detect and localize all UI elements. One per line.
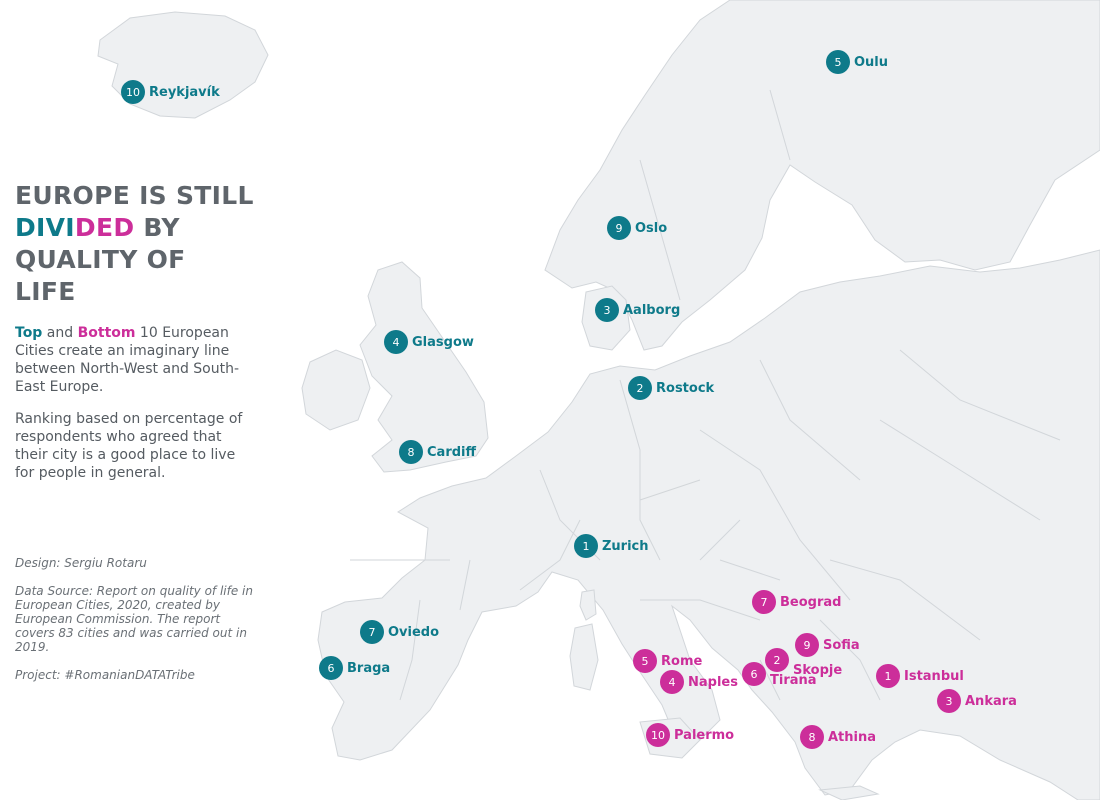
country-borders [350,89,1061,701]
project-credit: Project: #RomanianDATATribe [15,668,195,682]
top-keyword: Top [15,325,43,341]
city-label: Cardiff [427,444,477,460]
city-marker-sofia[interactable]: 9 Sofia [795,633,860,657]
city-label: Istanbul [904,668,964,684]
rank-badge: 2 [765,648,789,672]
city-marker-oslo[interactable]: 9 Oslo [607,216,667,240]
city-label: Zurich [602,538,649,554]
city-label: Reykjavík [149,84,220,100]
city-marker-palermo[interactable]: 10 Palermo [646,723,734,747]
city-marker-beograd[interactable]: 7 Beograd [752,590,841,614]
rank-badge: 3 [595,298,619,322]
city-marker-ankara[interactable]: 3 Ankara [937,689,1017,713]
rank-badge: 4 [660,670,684,694]
rank-badge: 9 [795,633,819,657]
title-divided-bottom: DED [74,213,135,242]
city-marker-reykjavik[interactable]: 10 Reykjavík [121,80,220,104]
city-marker-istanbul[interactable]: 1 Istanbul [876,664,964,688]
rank-badge: 3 [937,689,961,713]
city-label: Braga [347,660,391,676]
city-marker-rome[interactable]: 5 Rome [633,649,702,673]
mainland-europe-shape [317,249,1100,800]
title-divided-top: DIVI [15,213,75,242]
city-label: Rome [661,653,703,669]
city-label: Oslo [635,220,668,236]
design-credit: Design: Sergiu Rotaru [15,556,147,570]
rank-badge: 1 [574,534,598,558]
city-label: Ankara [965,693,1017,709]
description-rest: 10 European Cities create an imaginary l… [15,325,240,395]
title-by: BY [134,213,180,242]
city-marker-cardiff[interactable]: 8 Cardiff [399,440,476,464]
city-marker-oulu[interactable]: 5 Oulu [826,50,888,74]
map-title: EUROPE IS STILL DIVIDED BY QUALITY OF LI… [15,180,255,308]
rank-badge: 10 [121,80,145,104]
city-marker-naples[interactable]: 4 Naples [660,670,738,694]
ranking-description: Ranking based on percentage of responden… [15,411,243,481]
city-label: Athina [828,729,877,745]
city-marker-zurich[interactable]: 1 Zurich [574,534,649,558]
city-label: Tirana [770,672,817,688]
city-label: Oulu [854,54,889,70]
description-and: and [42,325,78,341]
rank-badge: 4 [384,330,408,354]
rank-badge: 9 [607,216,631,240]
city-label: Glasgow [412,334,474,350]
great-britain-shape [359,261,489,473]
city-marker-skopje[interactable]: 2 Skopje [765,648,842,678]
credits: Design: Sergiu Rotaru Data Source: Repor… [15,556,255,696]
scandinavia-shape [544,0,1100,351]
rank-badge: 8 [399,440,423,464]
city-marker-braga[interactable]: 6 Braga [319,656,390,680]
city-label: Palermo [674,727,735,743]
crete-shape [818,785,880,800]
rank-badge: 6 [742,662,766,686]
rank-badge: 5 [826,50,850,74]
title-line-2: DIVIDED BY [15,212,255,244]
city-label: Naples [688,674,738,690]
data-source-credit: Data Source: Report on quality of life i… [15,584,253,654]
city-label: Skopje [793,662,843,678]
city-label: Sofia [823,637,860,653]
city-marker-athina[interactable]: 8 Athina [800,725,876,749]
description: Top and Bottom 10 European Cities create… [15,324,255,396]
rank-badge: 7 [752,590,776,614]
info-panel: EUROPE IS STILL DIVIDED BY QUALITY OF LI… [15,180,255,482]
rank-badge: 10 [646,723,670,747]
title-line-3: QUALITY OF LIFE [15,245,186,306]
city-label: Rostock [656,380,715,396]
city-label: Oviedo [388,624,440,640]
city-marker-glasgow[interactable]: 4 Glasgow [384,330,474,354]
city-marker-tirana[interactable]: 6 Tirana [742,662,817,688]
rank-badge: 8 [800,725,824,749]
bottom-keyword: Bottom [77,325,136,341]
rank-badge: 1 [876,664,900,688]
city-label: Beograd [780,594,842,610]
rank-badge: 5 [633,649,657,673]
rank-badge: 7 [360,620,384,644]
ireland-shape [301,349,371,431]
rank-badge: 6 [319,656,343,680]
city-marker-aalborg[interactable]: 3 Aalborg [595,298,680,322]
city-label: Aalborg [623,302,681,318]
sardinia-shape [569,623,599,691]
city-marker-oviedo[interactable]: 7 Oviedo [360,620,439,644]
corsica-shape [579,589,597,621]
rank-badge: 2 [628,376,652,400]
title-line-1: EUROPE IS STILL [15,181,254,210]
city-marker-rostock[interactable]: 2 Rostock [628,376,714,400]
